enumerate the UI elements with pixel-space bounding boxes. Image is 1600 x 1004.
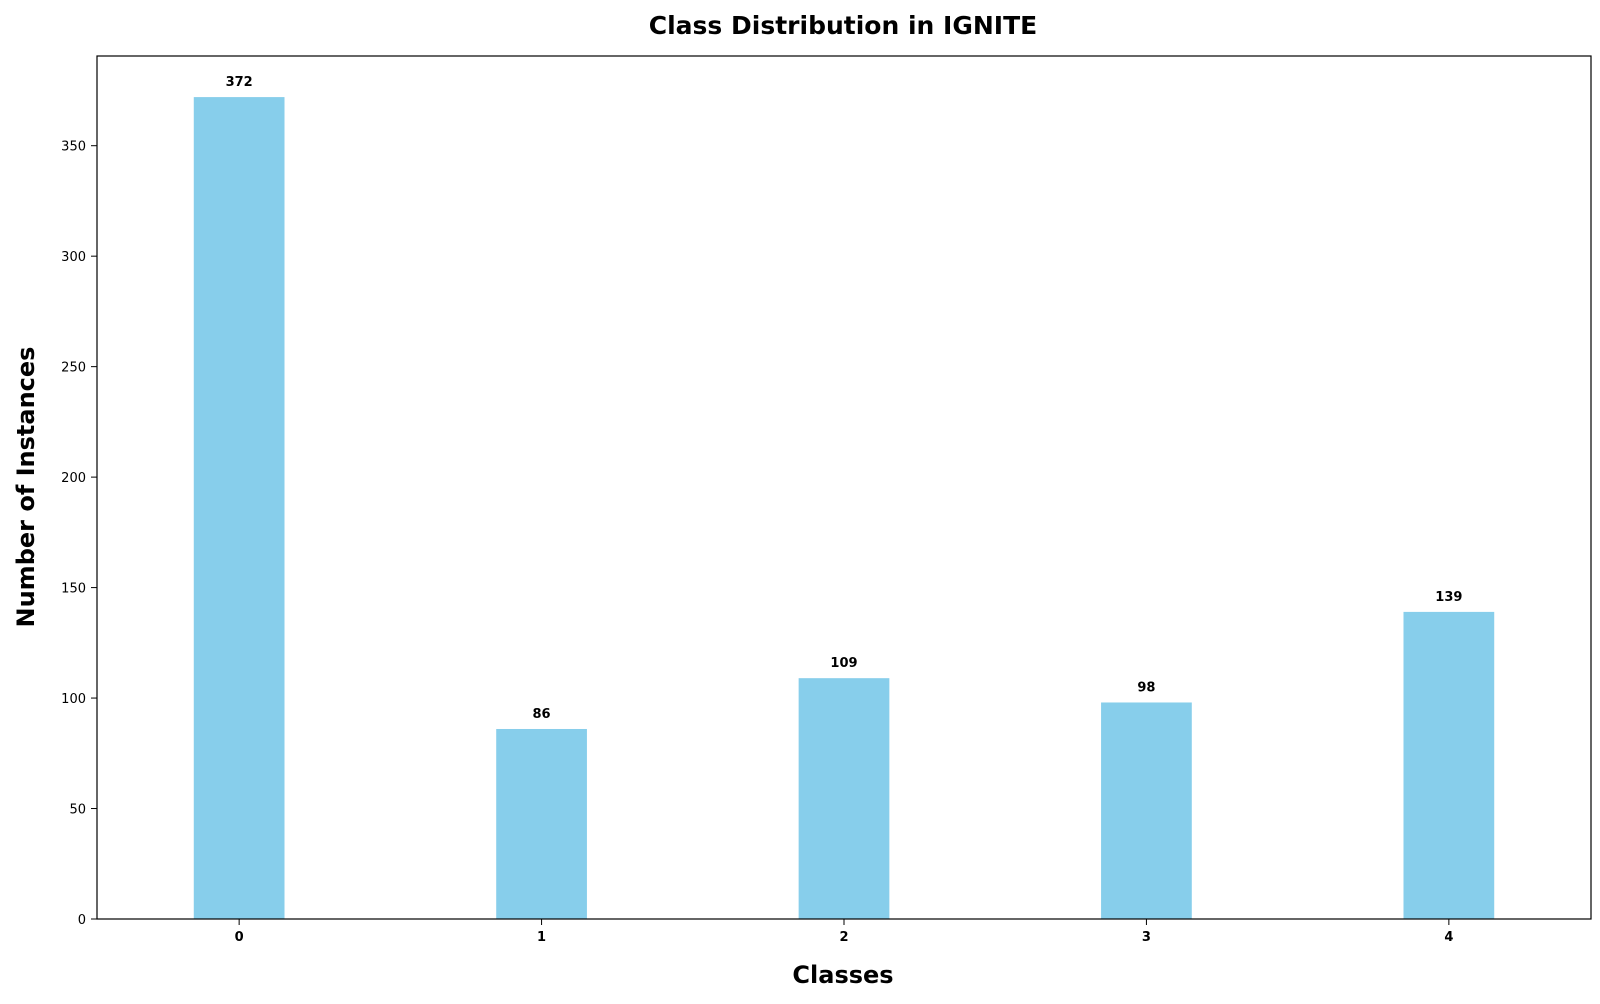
x-tick-label: 2 [839,930,848,945]
plot-frame [96,55,1592,920]
data-label: 98 [1137,680,1155,695]
y-tick-label: 350 [61,140,86,155]
x-tick-label: 1 [537,930,546,945]
y-axis-label: Number of Instances [12,347,40,628]
chart-title: Class Distribution in IGNITE [649,11,1037,40]
bar-2 [798,678,890,919]
bar-4 [1403,611,1495,919]
data-label: 372 [226,75,253,90]
y-tick-label: 0 [78,913,86,928]
y-tick-label: 100 [61,692,86,707]
data-label: 139 [1435,590,1462,605]
x-tick-label: 0 [235,930,244,945]
x-axis-label: Classes [792,961,893,989]
y-tick-label: 50 [69,803,86,818]
data-label: 109 [830,656,857,671]
y-tick-label: 200 [61,471,86,486]
y-tick-label: 150 [61,582,86,597]
bar-0 [193,97,285,920]
data-label: 86 [533,707,551,722]
y-tick-label: 250 [61,361,86,376]
x-tick-label: 4 [1444,930,1453,945]
bar-1 [496,728,587,919]
plot-area: 0 50 100 150 200 250 300 350 0 372 1 86 2 109 3 98 4 139 [61,75,1495,945]
bar-3 [1101,702,1192,919]
y-tick-label: 300 [61,250,86,265]
x-tick-label: 3 [1142,930,1151,945]
